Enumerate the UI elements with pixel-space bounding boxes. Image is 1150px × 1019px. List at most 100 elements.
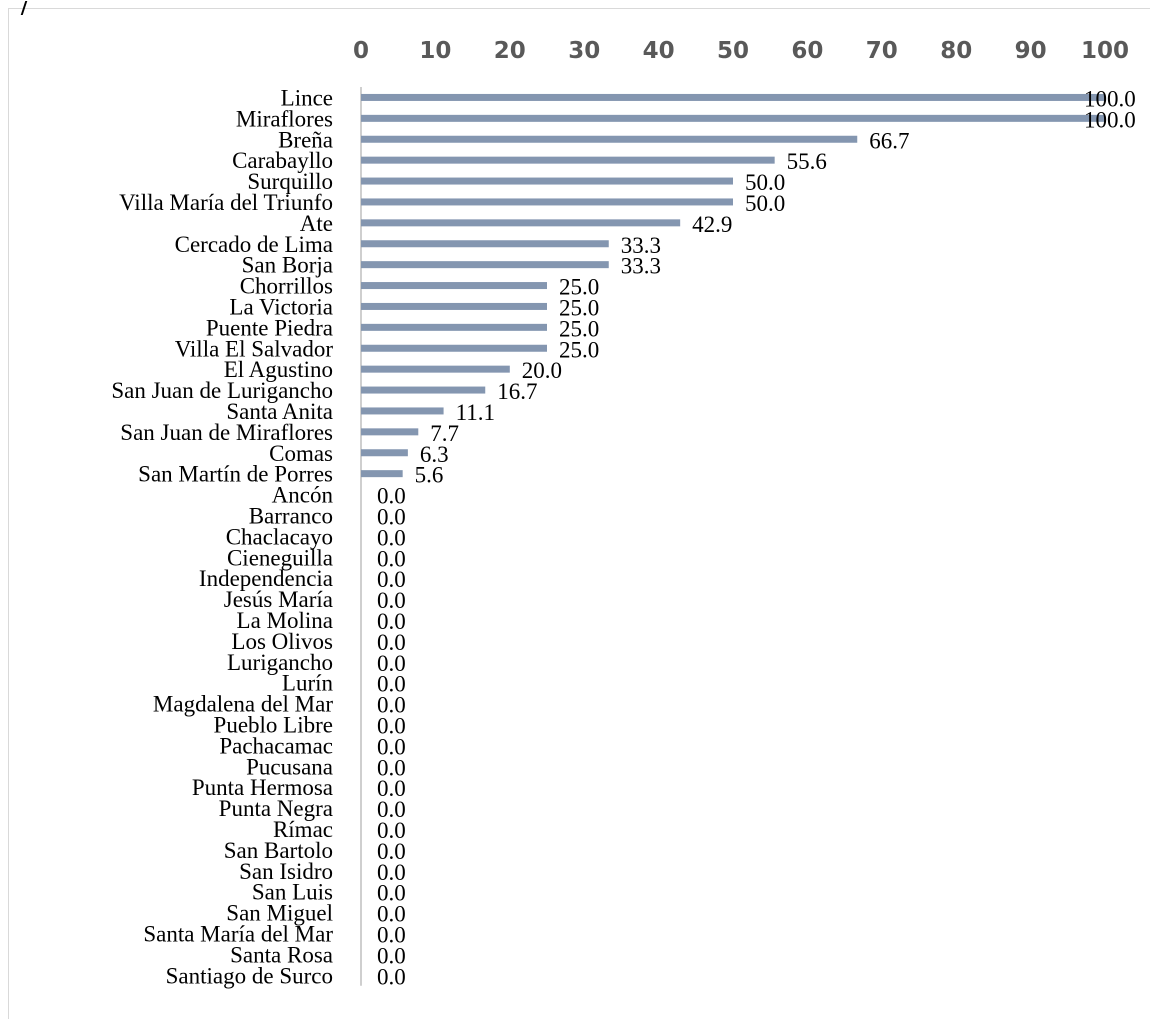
value-label: 0.0 (377, 860, 406, 885)
category-label: Jesús María (224, 587, 333, 612)
bar (361, 386, 486, 394)
x-tick-label: 50 (717, 38, 749, 64)
bar (361, 198, 733, 206)
category-label: Independencia (199, 566, 333, 591)
category-label: Carabayllo (232, 148, 333, 173)
category-label: Cieneguilla (227, 545, 333, 570)
category-label: San Bartolo (224, 838, 333, 863)
value-label: 5.6 (415, 463, 444, 488)
bar (361, 344, 547, 352)
bar (361, 365, 510, 373)
category-label: San Juan de Lurigancho (111, 378, 333, 403)
bar (361, 177, 733, 185)
bar (361, 470, 403, 478)
bar (361, 219, 681, 227)
chart-frame (8, 1, 1150, 1019)
category-label: Villa El Salvador (175, 336, 334, 361)
value-label: 0.0 (377, 504, 406, 529)
value-label: 0.0 (377, 734, 406, 759)
category-label: Comas (269, 441, 333, 466)
value-label: 6.3 (420, 442, 449, 467)
value-label: 0.0 (377, 881, 406, 906)
x-tick-label: 10 (419, 38, 451, 64)
value-label: 0.0 (377, 546, 406, 571)
value-label: 55.6 (787, 149, 827, 174)
category-label: San Isidro (239, 859, 333, 884)
value-label: 50.0 (745, 170, 785, 195)
category-label: Pueblo Libre (214, 712, 333, 737)
bar (361, 407, 444, 415)
category-label: San Luis (252, 880, 333, 905)
value-label: 0.0 (377, 776, 406, 801)
bar (361, 302, 547, 310)
category-label: Punta Negra (219, 796, 333, 821)
category-label: La Victoria (229, 294, 333, 319)
category-label: Lurigancho (227, 650, 333, 675)
category-label: Punta Hermosa (192, 775, 333, 800)
category-label: Ancón (272, 483, 334, 508)
value-label: 100.0 (1084, 86, 1136, 111)
value-label: 33.3 (621, 254, 661, 279)
category-label: Los Olivos (231, 629, 333, 654)
x-tick-label: 30 (568, 38, 600, 64)
value-label: 0.0 (377, 964, 406, 989)
category-labels: LinceMirafloresBreñaCarabaylloSurquilloV… (111, 85, 333, 988)
x-tick-label: 20 (494, 38, 526, 64)
category-label: Lince (281, 85, 333, 110)
bar (361, 449, 408, 457)
category-label: Miraflores (236, 106, 333, 131)
category-label: Chorrillos (240, 274, 333, 299)
category-label: Villa María del Triunfo (119, 190, 333, 215)
category-label: Puente Piedra (206, 315, 333, 340)
x-tick-label: 70 (866, 38, 898, 64)
value-label: 11.1 (456, 400, 495, 425)
bar (361, 428, 419, 436)
bars (361, 93, 1105, 478)
bar (361, 240, 609, 248)
category-label: Breña (278, 127, 333, 152)
bar (361, 323, 547, 331)
value-label: 0.0 (377, 484, 406, 509)
bar (361, 93, 1105, 101)
category-label: Rímac (273, 817, 333, 842)
value-label: 16.7 (497, 379, 537, 404)
value-label: 0.0 (377, 755, 406, 780)
category-label: La Molina (237, 608, 333, 633)
bar (361, 261, 609, 269)
value-label: 0.0 (377, 797, 406, 822)
value-label: 100.0 (1084, 107, 1136, 132)
value-label: 50.0 (745, 191, 785, 216)
value-label: 0.0 (377, 630, 406, 655)
value-label: 0.0 (377, 609, 406, 634)
value-label: 0.0 (377, 922, 406, 947)
x-tick-label: 60 (791, 38, 823, 64)
value-label: 42.9 (692, 212, 732, 237)
category-label: Cercado de Lima (175, 232, 333, 257)
category-label: Lurín (282, 671, 334, 696)
category-label: San Borja (242, 253, 333, 278)
category-label: San Martín de Porres (138, 462, 333, 487)
value-label: 0.0 (377, 588, 406, 613)
category-label: El Agustino (224, 357, 333, 382)
category-label: Chaclacayo (226, 524, 333, 549)
category-label: Pachacamac (219, 733, 333, 758)
category-label: Santiago de Surco (166, 963, 333, 988)
bar (361, 114, 1105, 122)
category-label: Santa María del Mar (143, 921, 333, 946)
category-label: San Juan de Miraflores (120, 420, 333, 445)
value-label: 20.0 (522, 358, 562, 383)
x-tick-label: 0 (353, 38, 369, 64)
bar (361, 135, 858, 143)
category-label: Santa Rosa (230, 942, 333, 967)
x-tick-label: 100 (1081, 38, 1129, 64)
value-label: 0.0 (377, 839, 406, 864)
x-tick-label: 90 (1015, 38, 1047, 64)
value-label: 0.0 (377, 818, 406, 843)
value-label: 0.0 (377, 713, 406, 738)
bar (361, 282, 547, 290)
category-label: Ate (300, 211, 333, 236)
category-label: Pucusana (246, 754, 333, 779)
value-label: 66.7 (869, 128, 909, 153)
